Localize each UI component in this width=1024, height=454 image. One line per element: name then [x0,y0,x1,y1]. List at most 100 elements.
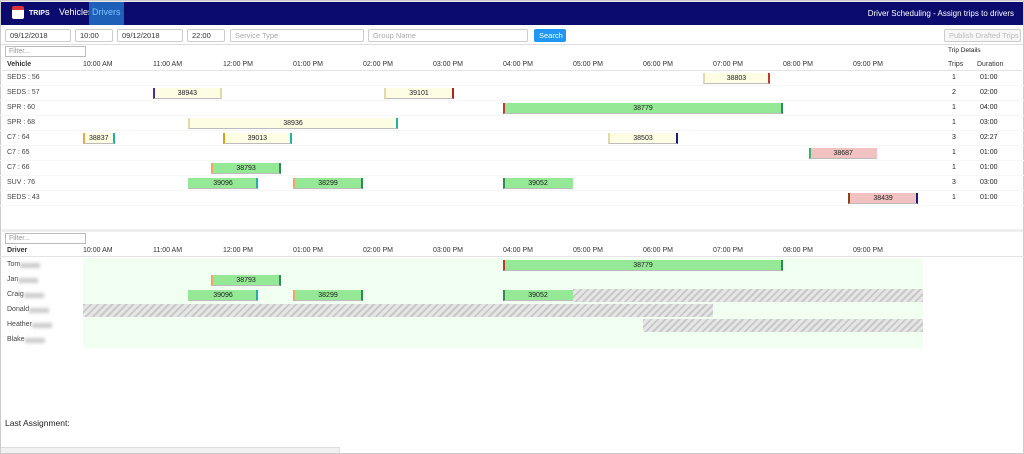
row-label: Heather [7,321,32,328]
trip-bar[interactable]: 38936 [188,118,398,129]
trip-duration: 02:00 [980,89,998,96]
hour-label: 05:00 PM [573,61,603,68]
trip-duration: 03:00 [980,179,998,186]
hour-label: 02:00 PM [363,61,393,68]
trip-bar[interactable]: 38503 [608,133,678,144]
row-line [0,160,1024,161]
redacted [32,323,52,328]
trip-bar[interactable]: 38779 [503,103,783,114]
hour-label: 09:00 PM [853,247,883,254]
trip-bar[interactable]: 38803 [702,73,771,84]
trip-bar[interactable]: 39052 [503,290,573,301]
logo-text: TRIPS [29,10,50,17]
unavailable-block [83,304,713,317]
trip-count: 2 [952,89,956,96]
hour-label: 11:00 AM [153,61,183,68]
group-name-input[interactable]: Group Name [368,29,528,42]
row-label: SEDS : 43 [7,194,40,201]
trip-bar[interactable]: 39096 [188,290,258,301]
service-type-input[interactable]: Service Type [230,29,364,42]
hour-label: 12:00 PM [223,61,253,68]
trip-bar[interactable]: 38793 [211,163,282,174]
tab[interactable]: Vehicles [59,7,93,17]
trip-duration: 03:00 [980,119,998,126]
trip-count: 1 [952,164,956,171]
section-divider [0,229,1024,232]
hour-label: 11:00 AM [153,247,183,254]
trip-bar[interactable]: 38299 [293,178,363,189]
row-line [0,205,1024,206]
row-line [0,85,1024,86]
trip-bar[interactable]: 38793 [211,275,282,286]
row-label: SPR : 68 [7,119,36,126]
unavailable-block [643,319,923,332]
trip-bar[interactable]: 38837 [83,133,115,144]
trip-count: 1 [952,74,956,81]
hour-label: 02:00 PM [363,247,393,254]
hour-label: 06:00 PM [643,247,673,254]
trip-duration: 01:00 [980,164,998,171]
hour-label: 08:00 PM [783,247,813,254]
trip-count: 1 [952,119,956,126]
column-header: Driver [7,247,28,254]
hour-label: 10:00 AM [83,247,113,254]
last-assignment: Last Assignment: [5,418,70,428]
filter-input[interactable]: Filter... [5,46,86,57]
hour-label: 01:00 PM [293,247,323,254]
end-date[interactable]: 09/12/2018 [117,29,183,42]
duration-header: Duration [977,61,1004,68]
trip-bar[interactable]: 39013 [223,133,292,144]
end-time[interactable]: 22:00 [187,29,225,42]
filter-input[interactable]: Filter... [5,233,86,244]
row-line [0,145,1024,146]
row-label: C7 : 66 [7,164,30,171]
hour-label: 05:00 PM [573,247,603,254]
row-label: Jan [7,276,19,283]
trip-count: 1 [952,104,956,111]
row-label: C7 : 64 [7,134,30,141]
redacted [25,338,45,343]
trip-bar[interactable]: 38299 [293,290,363,301]
row-line [0,175,1024,176]
row-label: SEDS : 57 [7,89,40,96]
hour-label: 04:00 PM [503,247,533,254]
publish-button[interactable]: Publish Drafted Trips [944,29,1021,42]
trip-bar[interactable]: 38439 [848,193,919,204]
row-line [0,190,1024,191]
redacted [24,293,44,298]
row-label: Donald [7,306,30,313]
hour-label: 01:00 PM [293,61,323,68]
row-label: C7 : 65 [7,149,30,156]
row-label: SEDS : 56 [7,74,40,81]
row-label: Blake [7,336,25,343]
trip-duration: 01:00 [980,74,998,81]
trip-count: 1 [952,149,956,156]
start-time[interactable]: 10:00 [75,29,113,42]
redacted [20,263,40,268]
trip-bar[interactable]: 39096 [188,178,258,189]
page-title: Driver Scheduling - Assign trips to driv… [867,9,1014,18]
trip-bar[interactable]: 39101 [384,88,454,99]
hour-label: 10:00 AM [83,61,113,68]
trip-bar[interactable]: 38687 [808,148,878,159]
start-date[interactable]: 09/12/2018 [5,29,71,42]
row-line [0,130,1024,131]
search-button[interactable]: Search [534,29,566,42]
trip-bar[interactable]: 38943 [153,88,222,99]
trip-bar[interactable]: 38779 [503,260,783,271]
row-label: SUV : 76 [7,179,36,186]
row-label: Craig [7,291,24,298]
trip-bar[interactable]: 39052 [503,178,573,189]
hour-label: 08:00 PM [783,61,813,68]
tab[interactable]: Drivers [89,2,124,25]
hour-label: 09:00 PM [853,61,883,68]
column-header: Vehicle [7,61,32,68]
trips-header: Trips [948,61,964,68]
trip-count: 1 [952,194,956,201]
status-bar [0,447,340,454]
hour-label: 04:00 PM [503,61,533,68]
header-line [0,70,1024,71]
row-line [0,115,1024,116]
row-label: SPR : 60 [7,104,36,111]
